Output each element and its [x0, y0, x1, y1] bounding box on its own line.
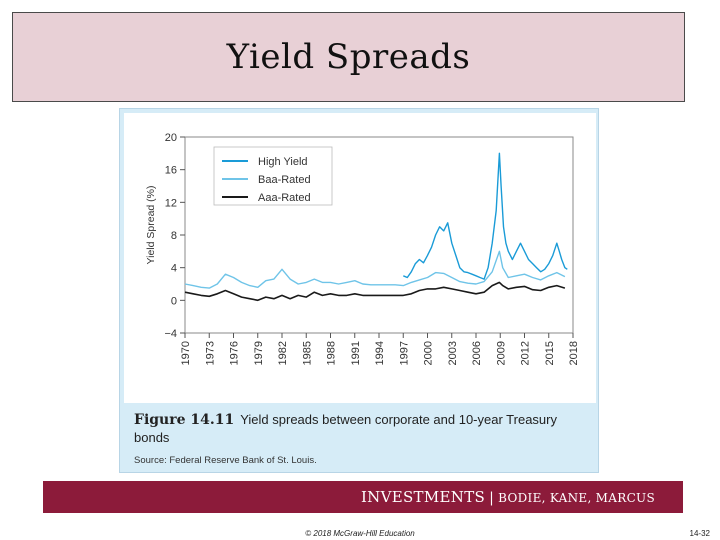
x-tick-label: 1985: [301, 341, 313, 365]
legend-box: [213, 146, 333, 206]
book-banner: INVESTMENTS | BODIE, KANE, MARCUS: [43, 481, 683, 513]
x-tick-label: 1988: [326, 341, 338, 365]
y-tick-label: 0: [171, 295, 177, 307]
y-tick-label: 4: [171, 263, 177, 275]
y-tick-label: 8: [171, 230, 177, 242]
banner-text: INVESTMENTS | BODIE, KANE, MARCUS: [361, 488, 655, 506]
caption-body: Yield spreads between corporate and 10-y…: [134, 412, 557, 445]
figure-number: Figure 14.11: [134, 412, 235, 428]
banner-title: INVESTMENTS: [360, 488, 486, 506]
x-tick-label: 1970: [180, 341, 192, 365]
x-tick-label: 1976: [229, 341, 241, 365]
x-tick-label: 2000: [423, 341, 435, 365]
x-tick-label: 1973: [204, 341, 216, 365]
figure-caption: Figure 14.11 Yield spreads between corpor…: [134, 411, 584, 466]
figure-panel: 20 16 12 8 4 0 −4 1970 1973 1976 1979 1982 1985 1988 1…: [119, 108, 599, 473]
x-tick-label: 2006: [471, 341, 483, 365]
x-tick-label: 1982: [277, 341, 289, 365]
y-axis-label: Yield Spread (%): [145, 186, 157, 265]
legend-label: Aaa-Rated: [258, 192, 311, 204]
banner-authors: BODIE, KANE, MARCUS: [498, 491, 655, 505]
legend-label: Baa-Rated: [258, 174, 311, 186]
x-tick-label: 2003: [447, 341, 459, 365]
plot-card: 20 16 12 8 4 0 −4 1970 1973 1976 1979 1982 1985 1988 1…: [124, 113, 596, 403]
series-line-high-yield: [403, 152, 568, 280]
title-box: Yield Spreads: [12, 12, 685, 102]
source-note: Source: Federal Reserve Bank of St. Loui…: [134, 455, 317, 466]
x-tick-label: 1994: [374, 341, 386, 365]
series-line-aaa-rated: [184, 281, 566, 302]
y-tick-label: 12: [165, 197, 177, 209]
series-line-baa-rated: [184, 250, 566, 289]
x-tick-label: 1997: [398, 341, 410, 365]
legend-label: High Yield: [258, 156, 308, 168]
x-tick-label: 1991: [350, 341, 362, 365]
copyright-footer: © 2018 McGraw-Hill Education: [305, 529, 415, 538]
x-tick-label: 2018: [568, 341, 580, 365]
page-number: 14-32: [689, 529, 710, 538]
slide-title: Yield Spreads: [226, 37, 471, 77]
x-tick-label: 1979: [253, 341, 265, 365]
y-tick-label: 16: [165, 165, 177, 177]
caption-text: Figure 14.11 Yield spreads between corpor…: [134, 411, 584, 447]
x-tick-label: 2012: [520, 341, 532, 365]
x-tick-label: 2009: [495, 341, 507, 365]
y-tick-label: 20: [165, 132, 177, 144]
banner-separator: |: [489, 490, 495, 506]
y-tick-label: −4: [164, 328, 177, 340]
x-tick-label: 2015: [544, 341, 556, 365]
